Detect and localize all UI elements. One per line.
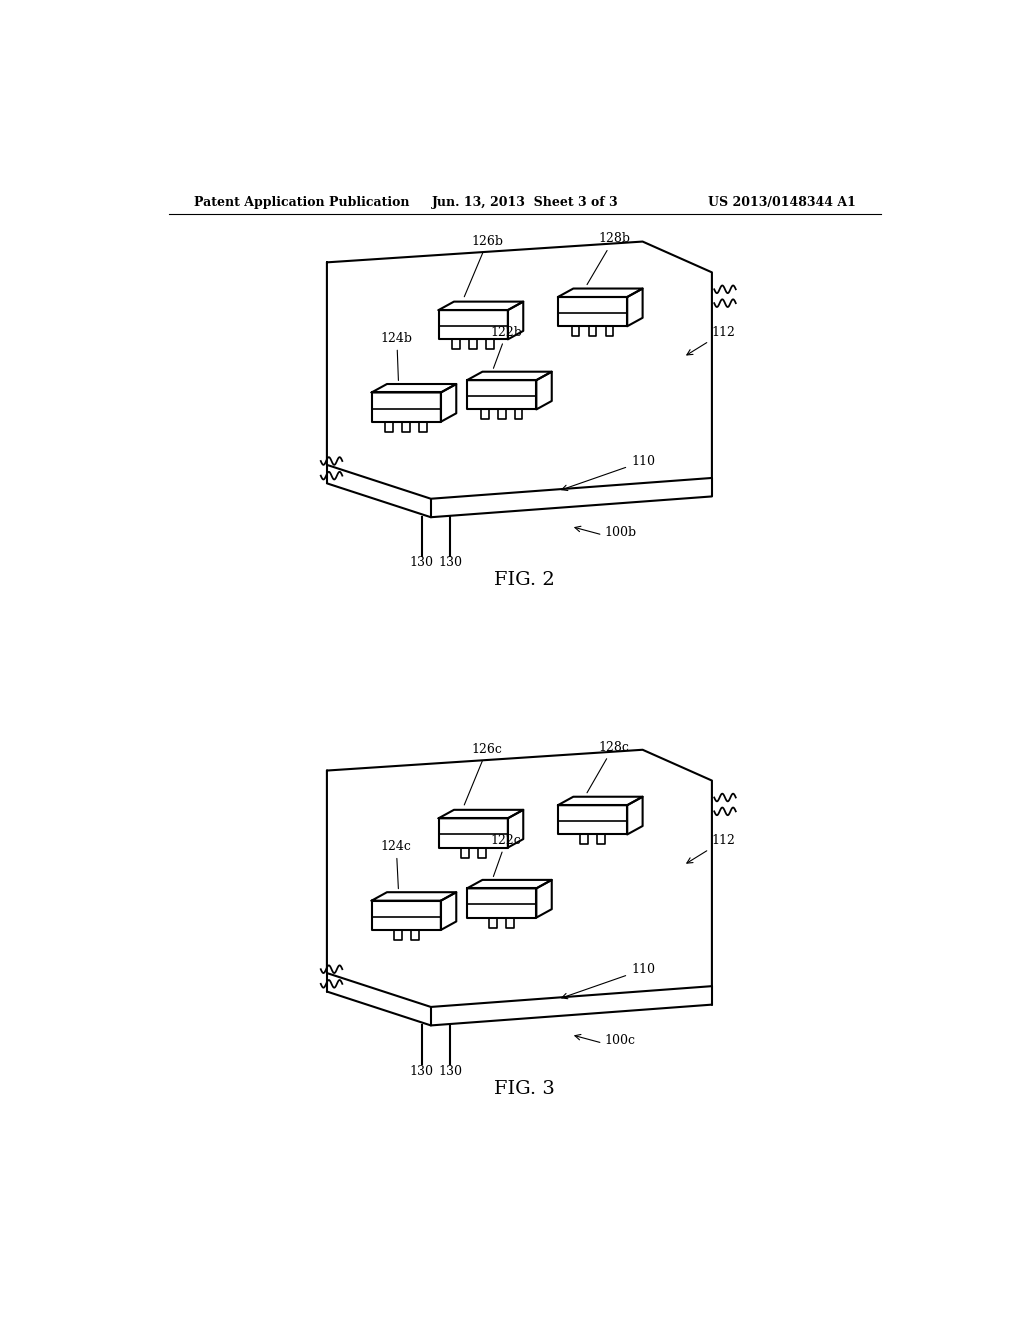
- Text: 112: 112: [687, 326, 736, 355]
- Text: 124c: 124c: [381, 840, 412, 888]
- Text: 130: 130: [410, 1065, 433, 1077]
- Text: 100b: 100b: [604, 525, 636, 539]
- Text: Jun. 13, 2013  Sheet 3 of 3: Jun. 13, 2013 Sheet 3 of 3: [431, 195, 618, 209]
- Text: 112: 112: [687, 834, 736, 863]
- Text: 126c: 126c: [464, 743, 503, 805]
- Text: FIG. 2: FIG. 2: [495, 572, 555, 589]
- Text: 128b: 128b: [587, 232, 630, 285]
- Text: 130: 130: [410, 557, 433, 569]
- Text: 130: 130: [438, 557, 462, 569]
- Text: Patent Application Publication: Patent Application Publication: [194, 195, 410, 209]
- Text: FIG. 3: FIG. 3: [495, 1080, 555, 1097]
- Text: 126b: 126b: [464, 235, 504, 297]
- Text: 100c: 100c: [604, 1034, 635, 1047]
- Text: 130: 130: [438, 1065, 462, 1077]
- Text: 122c: 122c: [490, 834, 521, 876]
- Text: 110: 110: [562, 455, 655, 491]
- Text: 110: 110: [562, 964, 655, 999]
- Text: 128c: 128c: [587, 741, 629, 793]
- Text: 122b: 122b: [490, 326, 523, 368]
- Text: US 2013/0148344 A1: US 2013/0148344 A1: [708, 195, 856, 209]
- Text: 124b: 124b: [381, 331, 413, 380]
